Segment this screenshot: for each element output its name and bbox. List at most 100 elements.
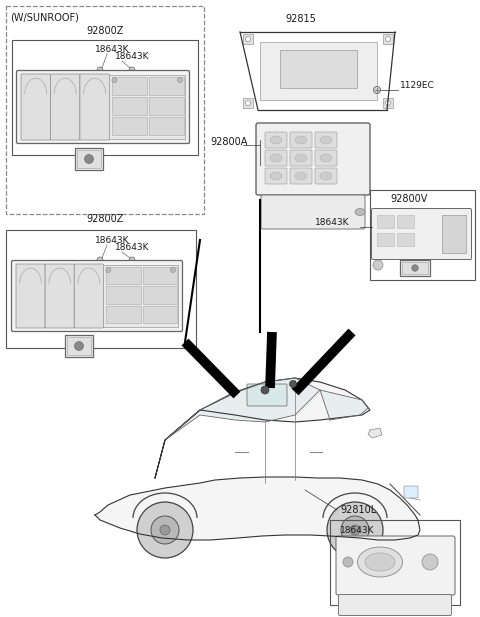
- Circle shape: [137, 502, 193, 558]
- Bar: [370, 190, 475, 280]
- Circle shape: [261, 386, 269, 394]
- Ellipse shape: [270, 172, 282, 180]
- FancyBboxPatch shape: [377, 215, 395, 228]
- Ellipse shape: [365, 553, 395, 571]
- Circle shape: [245, 36, 251, 41]
- FancyBboxPatch shape: [16, 70, 190, 144]
- Circle shape: [170, 268, 176, 273]
- Bar: [383, 34, 393, 44]
- Bar: [109, 75, 185, 139]
- Bar: [107, 286, 141, 304]
- Circle shape: [385, 36, 391, 41]
- Bar: [143, 267, 177, 284]
- Circle shape: [327, 502, 383, 558]
- Circle shape: [84, 155, 94, 164]
- Polygon shape: [95, 477, 420, 540]
- Text: 18643K: 18643K: [95, 236, 130, 245]
- Text: 92800A: 92800A: [210, 137, 247, 147]
- FancyBboxPatch shape: [74, 264, 103, 328]
- Text: 18643K: 18643K: [115, 243, 149, 252]
- Bar: [243, 34, 253, 44]
- Bar: [280, 50, 357, 88]
- Circle shape: [422, 554, 438, 570]
- Bar: [112, 97, 147, 115]
- Ellipse shape: [295, 172, 307, 180]
- Bar: [6, 230, 196, 348]
- Polygon shape: [165, 378, 320, 440]
- FancyBboxPatch shape: [247, 384, 287, 406]
- Bar: [330, 520, 460, 605]
- Ellipse shape: [270, 136, 282, 144]
- Bar: [67, 337, 91, 355]
- Bar: [383, 98, 393, 108]
- Bar: [107, 305, 141, 323]
- Bar: [112, 77, 147, 95]
- Bar: [243, 98, 253, 108]
- Circle shape: [373, 260, 383, 270]
- Circle shape: [74, 342, 84, 350]
- Bar: [107, 267, 141, 284]
- Bar: [149, 97, 184, 115]
- Text: (W/SUNROOF): (W/SUNROOF): [10, 12, 79, 22]
- Bar: [65, 335, 93, 357]
- FancyBboxPatch shape: [80, 74, 109, 140]
- Circle shape: [385, 101, 391, 106]
- FancyBboxPatch shape: [265, 150, 287, 166]
- FancyBboxPatch shape: [372, 209, 471, 260]
- Circle shape: [373, 86, 381, 94]
- FancyBboxPatch shape: [12, 260, 182, 331]
- Text: 92815: 92815: [285, 14, 316, 24]
- Bar: [143, 305, 177, 323]
- Bar: [77, 150, 101, 168]
- Bar: [143, 286, 177, 304]
- Text: 92800Z: 92800Z: [86, 214, 124, 224]
- Bar: [400, 260, 430, 276]
- FancyBboxPatch shape: [336, 536, 455, 595]
- Circle shape: [350, 525, 360, 535]
- FancyBboxPatch shape: [290, 168, 312, 184]
- Circle shape: [341, 516, 369, 544]
- Text: 18643K: 18643K: [115, 52, 149, 61]
- Ellipse shape: [270, 154, 282, 162]
- FancyBboxPatch shape: [397, 215, 415, 228]
- FancyBboxPatch shape: [21, 74, 50, 140]
- FancyBboxPatch shape: [16, 264, 45, 328]
- Circle shape: [97, 257, 103, 263]
- Bar: [149, 117, 184, 135]
- Bar: [75, 148, 103, 170]
- Text: 18643K: 18643K: [95, 45, 130, 54]
- Bar: [103, 265, 178, 327]
- Bar: [149, 77, 184, 95]
- Circle shape: [129, 67, 135, 73]
- Bar: [260, 42, 377, 100]
- Bar: [12, 40, 198, 155]
- Circle shape: [112, 78, 117, 83]
- FancyBboxPatch shape: [404, 486, 418, 498]
- Bar: [6, 6, 204, 214]
- Ellipse shape: [320, 172, 332, 180]
- FancyBboxPatch shape: [256, 123, 370, 195]
- Polygon shape: [320, 390, 368, 420]
- FancyBboxPatch shape: [265, 132, 287, 148]
- Polygon shape: [155, 378, 370, 478]
- FancyBboxPatch shape: [290, 132, 312, 148]
- Polygon shape: [368, 428, 382, 438]
- Ellipse shape: [358, 547, 403, 577]
- FancyBboxPatch shape: [261, 195, 365, 229]
- Circle shape: [343, 557, 353, 567]
- Circle shape: [151, 516, 179, 544]
- FancyBboxPatch shape: [377, 233, 395, 247]
- FancyBboxPatch shape: [315, 132, 337, 148]
- Text: 92810L: 92810L: [340, 505, 376, 515]
- Circle shape: [106, 268, 111, 273]
- Text: 92800V: 92800V: [390, 194, 427, 204]
- Circle shape: [245, 101, 251, 106]
- Bar: [402, 262, 428, 274]
- FancyBboxPatch shape: [45, 264, 74, 328]
- Bar: [112, 117, 147, 135]
- Ellipse shape: [320, 154, 332, 162]
- FancyBboxPatch shape: [315, 150, 337, 166]
- Circle shape: [289, 381, 297, 387]
- FancyBboxPatch shape: [290, 150, 312, 166]
- Circle shape: [129, 257, 135, 263]
